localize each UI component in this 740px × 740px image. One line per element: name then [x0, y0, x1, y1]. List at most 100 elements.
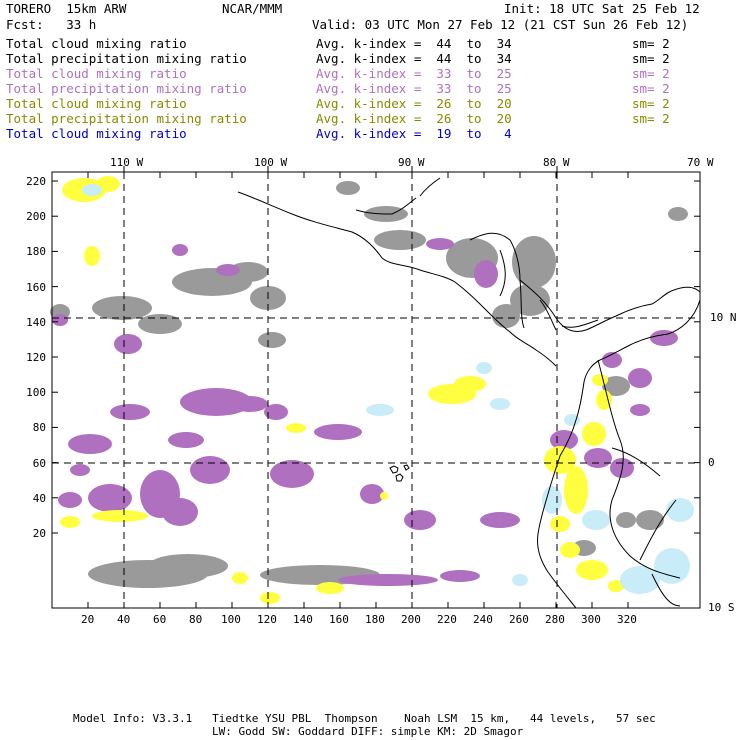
central-america-coastline: [519, 279, 701, 332]
longitude-label: 100 W: [254, 156, 288, 169]
x-tick-label: 260: [509, 613, 529, 626]
legend-field-name: Total cloud mixing ratio: [6, 66, 187, 81]
legend-k-index: Avg. k-index = 44 to 34: [316, 51, 512, 66]
legend-smoothing: sm= 2: [632, 51, 670, 66]
x-tick-label: 220: [437, 613, 457, 626]
y-tick-label: 120: [26, 351, 46, 364]
x-tick-label: 240: [473, 613, 493, 626]
gray-cloud-patch: [616, 512, 636, 528]
gray-cloud-patch: [510, 284, 550, 316]
purple-cloud-patch: [270, 460, 314, 488]
yellow-cloud-patch: [544, 446, 576, 474]
longitude-label: 80 W: [543, 156, 570, 169]
yellow-cloud-patch: [286, 423, 306, 433]
y-tick-label: 80: [32, 421, 46, 435]
purple-cloud-patch: [172, 244, 188, 256]
purple-cloud-patch: [314, 424, 362, 440]
legend-smoothing: sm= 2: [632, 36, 670, 51]
longitude-label: 70 W: [687, 156, 714, 169]
lightblue-cloud-patch: [666, 498, 694, 522]
y-tick-label: 60: [32, 456, 46, 470]
purple-cloud-patch: [584, 448, 612, 468]
lightblue-cloud-patch: [476, 362, 492, 374]
yellow-cloud-patch: [380, 492, 388, 500]
model-info-line1: Model Info: V3.3.1 Tiedtke YSU PBL Thomp…: [73, 712, 656, 725]
purple-cloud-patch: [440, 570, 480, 582]
gray-cloud-patch: [258, 332, 286, 348]
gray-cloud-patch: [138, 314, 182, 334]
x-tick-label: 80: [189, 613, 203, 626]
y-tick-label: 180: [26, 245, 46, 259]
lightblue-cloud-patch: [512, 574, 528, 586]
yellow-cloud-patch: [260, 592, 280, 604]
gray-cloud-patch: [492, 304, 520, 328]
purple-cloud-patch: [162, 498, 198, 526]
purple-cloud-patch: [474, 260, 498, 288]
gray-cloud-patch: [148, 554, 228, 578]
yellow-cloud-patch: [560, 542, 580, 558]
south-america-coastline: [537, 299, 701, 609]
y-tick-label: 160: [26, 280, 46, 294]
gray-cloud-patch: [636, 510, 664, 530]
x-tick-label: 300: [581, 613, 601, 626]
legend-k-index: Avg. k-index = 26 to 20: [316, 111, 512, 126]
y-tick-label: 20: [32, 527, 46, 540]
model-title: TORERO 15km ARW: [6, 1, 127, 16]
gray-cloud-patch: [602, 376, 630, 396]
purple-cloud-patch: [630, 404, 650, 416]
cloud-shading-layer: [50, 176, 694, 604]
longitude-label: 110 W: [110, 156, 144, 169]
mexico-coastline: [237, 191, 557, 367]
legend-field-name: Total precipitation mixing ratio: [6, 111, 247, 126]
purple-cloud-patch: [264, 404, 288, 420]
yellow-cloud-patch: [84, 246, 100, 266]
purple-cloud-patch: [404, 510, 436, 530]
purple-cloud-patch: [216, 264, 240, 276]
legend-k-index: Avg. k-index = 19 to 4: [316, 126, 512, 141]
purple-cloud-patch: [338, 574, 438, 586]
x-tick-label: 280: [545, 613, 565, 626]
yellow-cloud-patch: [92, 510, 148, 522]
y-tick-label: 100: [26, 386, 46, 400]
y-tick-label: 220: [26, 175, 46, 188]
purple-cloud-patch: [650, 330, 678, 346]
x-tick-label: 320: [617, 613, 637, 626]
lat-lon-grid: [52, 172, 700, 608]
purple-cloud-patch: [190, 456, 230, 484]
x-tick-label: 20: [81, 613, 95, 626]
purple-cloud-patch: [232, 396, 268, 412]
purple-cloud-patch: [70, 464, 90, 476]
purple-cloud-patch: [88, 484, 132, 512]
legend-field-name: Total precipitation mixing ratio: [6, 81, 247, 96]
legend-k-index: Avg. k-index = 33 to 25: [316, 81, 512, 96]
yellow-cloud-patch: [96, 176, 120, 192]
lightblue-cloud-patch: [582, 510, 610, 530]
x-tick-label: 40: [117, 613, 131, 626]
y-tick-label: 40: [32, 491, 46, 505]
gray-cloud-patch: [512, 236, 556, 288]
lightblue-cloud-patch: [620, 566, 660, 594]
gray-cloud-patch: [668, 207, 688, 221]
yellow-cloud-patch: [608, 580, 624, 592]
purple-cloud-patch: [180, 388, 252, 416]
lightblue-cloud-patch: [654, 548, 690, 584]
x-tick-label: 100: [221, 613, 241, 626]
yellow-cloud-patch: [592, 374, 608, 386]
yucatan-coastline: [355, 177, 525, 329]
forecast-hour: Fcst: 33 h: [6, 17, 97, 32]
legend-field-name: Total cloud mixing ratio: [6, 36, 187, 51]
x-tick-label: 60: [153, 613, 167, 626]
x-tick-label: 200: [401, 613, 421, 626]
legend-k-index: Avg. k-index = 44 to 34: [316, 36, 512, 51]
tick-marks: [52, 166, 700, 608]
purple-cloud-patch: [628, 368, 652, 388]
gray-cloud-patch: [374, 230, 426, 250]
purple-cloud-patch: [68, 434, 112, 454]
gray-cloud-patch: [336, 181, 360, 195]
purple-cloud-patch: [52, 314, 68, 326]
y-tick-label: 200: [26, 210, 46, 224]
legend-k-index: Avg. k-index = 26 to 20: [316, 96, 512, 111]
center-label: NCAR/MMM: [222, 1, 283, 16]
yellow-cloud-patch: [316, 582, 344, 594]
